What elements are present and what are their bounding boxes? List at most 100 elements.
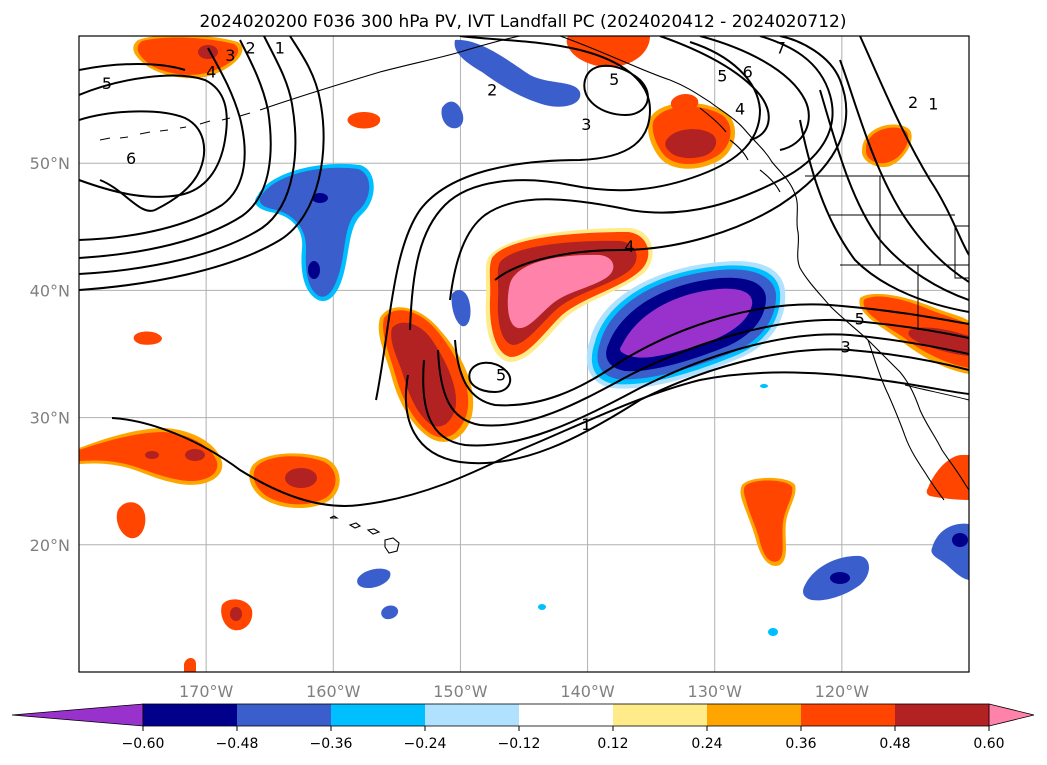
pv-contour-ridge-3 xyxy=(449,36,834,301)
pv-contour-west-2 xyxy=(79,36,297,275)
colorbar-tick-label: −0.48 xyxy=(216,736,259,752)
pv-contour-west-5b xyxy=(79,63,186,71)
map-frame xyxy=(78,35,970,673)
pv-contour-west-3 xyxy=(79,39,272,259)
pos-anomaly-bc-north xyxy=(670,94,699,113)
pos-anomaly-bc-coast-l3 xyxy=(665,129,717,159)
neg-anomaly-gulf-alaska xyxy=(454,39,581,107)
positive-anomaly-regions xyxy=(79,36,969,672)
pv-contour-5-closed xyxy=(468,361,512,394)
neg-anomaly-north-pacific-l3 xyxy=(308,193,328,279)
contour-label: 1 xyxy=(275,38,285,57)
pv-contour-ak-arc xyxy=(659,36,770,141)
contour-label: 5 xyxy=(855,309,865,328)
colorbar-bin xyxy=(331,704,426,726)
mexico-us-border xyxy=(904,384,969,401)
pv-contour-ak-arc2 xyxy=(699,36,810,151)
colorbar-bin xyxy=(425,704,520,726)
colorbar-extend-low xyxy=(11,703,144,727)
contour-label: 2 xyxy=(246,38,256,57)
colorbar-bin xyxy=(895,704,990,726)
pos-anomaly-small-ak2 xyxy=(347,112,381,129)
north-america-coast xyxy=(559,36,969,491)
pv-contour-2 xyxy=(422,333,969,447)
colorbar-tick-label: 0.24 xyxy=(691,736,722,752)
longitude-tick-labels: 170°W 160°W 150°W 140°W 130°W 120°W xyxy=(179,682,869,701)
pos-anomaly-subtropical-central-l3 xyxy=(285,468,317,488)
contour-label: 2 xyxy=(487,80,497,99)
pv-contour-ridge-2 xyxy=(409,41,762,331)
lon-tick-label: 150°W xyxy=(433,682,488,701)
pos-anomaly-canada-interior-l2 xyxy=(866,127,909,164)
colorbar-tick-label: −0.24 xyxy=(404,736,447,752)
contour-label: 3 xyxy=(841,337,851,356)
contour-label: 6 xyxy=(743,63,753,82)
contour-label: 5 xyxy=(496,365,506,384)
colorbar-bin xyxy=(801,704,896,726)
neg-anomaly-small-ak xyxy=(441,101,464,129)
colorbar-bin xyxy=(519,704,614,726)
pv-contour-west-4 xyxy=(79,47,246,241)
neg-anomaly-mid-small xyxy=(451,289,471,327)
contour-label: 5 xyxy=(717,66,727,85)
contour-label: 1 xyxy=(581,415,591,434)
colorbar-bin xyxy=(143,704,238,726)
chart-title: 2024020200 F036 300 hPa PV, IVT Landfall… xyxy=(199,12,846,32)
colorbar-tick-label: −0.12 xyxy=(498,736,541,752)
pos-anomaly-ne-pacific-south-l2 xyxy=(743,480,793,562)
neg-anomaly-east-sw-core xyxy=(830,572,850,584)
pv-contour-ridge-4 xyxy=(494,36,848,281)
latitude-tick-labels: 20°N 30°N 40°N 50°N xyxy=(30,154,70,555)
pv-contour-west-1 xyxy=(79,36,325,291)
pos-anomaly-small-bottom xyxy=(184,658,196,672)
pv-contour-1-south xyxy=(111,371,969,507)
pos-anomaly-ak-top xyxy=(566,36,650,68)
contour-label: 7 xyxy=(776,38,786,57)
lon-tick-label: 140°W xyxy=(560,682,615,701)
colorbar: −0.60 −0.48 −0.36 −0.24 −0.12 0.12 0.24 0.36 0.4… xyxy=(11,703,1035,752)
lon-tick-label: 120°W xyxy=(815,682,870,701)
colorbar-tick-label: 0.12 xyxy=(597,736,628,752)
pv-contour-ridge-1 xyxy=(375,36,652,401)
pv-contour-4 xyxy=(454,303,969,407)
colorbar-tick-label: 0.36 xyxy=(785,736,816,752)
pos-anomaly-small-w3-core xyxy=(230,607,242,621)
neg-anomaly-mexico-core xyxy=(952,533,968,547)
hawaii-islands xyxy=(329,515,400,554)
pv-contour-ne-1 xyxy=(859,36,969,256)
lon-tick-label: 130°W xyxy=(688,682,743,701)
contour-label: 5 xyxy=(609,70,619,89)
contour-label: 5 xyxy=(102,74,112,93)
neg-anomaly-hawaii-s xyxy=(381,605,399,620)
pos-anomaly-central-core xyxy=(507,254,614,329)
pos-anomaly-small-w2 xyxy=(133,331,162,345)
pos-anomaly-small-w1 xyxy=(116,502,146,539)
us-state-lines xyxy=(830,176,969,330)
pos-anomaly-baja xyxy=(926,455,969,500)
contour-label: 3 xyxy=(225,46,235,65)
colorbar-tick-label: −0.60 xyxy=(122,736,165,752)
pv-contour-west-6 xyxy=(79,110,206,212)
lon-tick-label: 160°W xyxy=(306,682,361,701)
colorbar-bin xyxy=(613,704,708,726)
lat-tick-label: 20°N xyxy=(30,536,70,555)
pv-contour-ne-2 xyxy=(839,59,969,283)
coastlines xyxy=(99,36,969,554)
pv-contour-3 xyxy=(437,318,969,427)
pv-contour-west-5 xyxy=(79,74,228,198)
contour-label: 4 xyxy=(624,237,634,256)
colorbar-tick-label: −0.36 xyxy=(310,736,353,752)
colorbar-tick-label: 0.60 xyxy=(973,736,1004,752)
aleutian-islands xyxy=(99,112,251,141)
pos-anomaly-aleutian-l3 xyxy=(198,45,218,59)
contour-label: 6 xyxy=(126,149,136,168)
colorbar-bin xyxy=(707,704,802,726)
pos-anomaly-mid-pacific-w-l3 xyxy=(145,449,205,461)
contour-label: 4 xyxy=(206,63,216,82)
pv-contours xyxy=(79,36,969,507)
alaska-peninsula xyxy=(259,36,521,111)
pv-contour-1-inner xyxy=(404,348,969,465)
